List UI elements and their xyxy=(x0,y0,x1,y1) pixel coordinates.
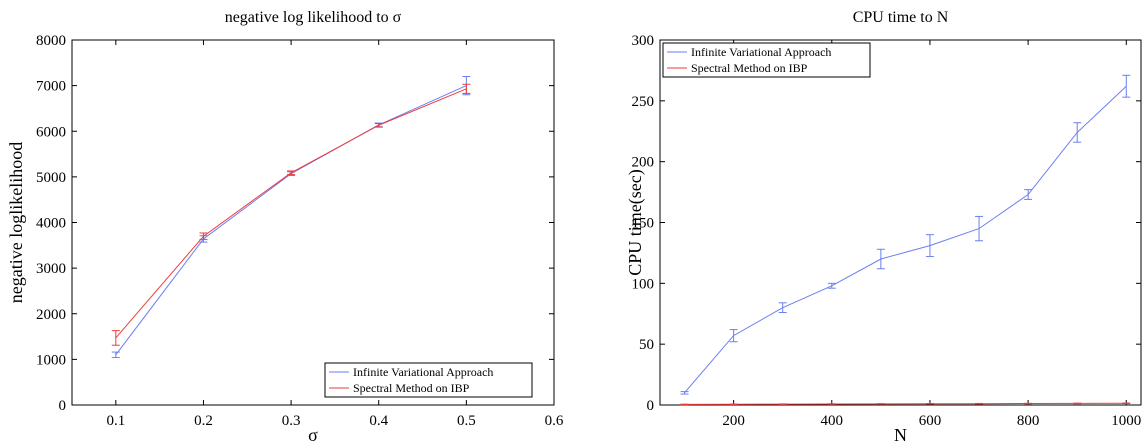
error-bar xyxy=(111,330,120,346)
x-tick-label: 0.6 xyxy=(545,413,564,429)
error-bar xyxy=(1073,122,1082,143)
y-tick-label: 200 xyxy=(632,155,655,171)
error-bar xyxy=(1024,189,1033,200)
error-bar xyxy=(975,215,984,242)
legend-box xyxy=(324,362,533,398)
y-tick-label: 250 xyxy=(632,94,655,110)
y-tick-label: 50 xyxy=(639,337,654,353)
x-tick-label: 0.2 xyxy=(194,413,213,429)
y-tick-label: 100 xyxy=(632,276,655,292)
y-tick-label: 5000 xyxy=(36,170,66,186)
error-bar xyxy=(287,170,296,176)
y-tick-label: 4000 xyxy=(36,216,66,232)
plot-area xyxy=(659,39,1142,406)
x-tick-label: 400 xyxy=(821,413,844,429)
x-tick-label: 0.4 xyxy=(369,413,388,429)
y-tick-label: 8000 xyxy=(36,33,66,49)
x-axis-title: σ xyxy=(308,425,318,444)
axis-ticks: 200 400 600 800 1000 0 50 100 150 200 250 300 xyxy=(632,33,1142,429)
y-tick-label: 2000 xyxy=(36,307,66,323)
y-axis-title: negative loglikelihood xyxy=(6,142,26,303)
y-tick-label: 1000 xyxy=(36,352,66,368)
x-tick-label: 0.3 xyxy=(282,413,301,429)
legend-label: Spectral Method on IBP xyxy=(691,61,808,75)
series-layer xyxy=(680,74,1131,406)
legend-label: Infinite Variational Approach xyxy=(691,45,831,59)
x-axis-title: N xyxy=(894,425,907,444)
likelihood-chart: negative log likelihood to σ σ negative … xyxy=(6,9,564,444)
series-line xyxy=(684,85,1127,394)
plot-area xyxy=(71,39,555,406)
error-bar xyxy=(199,232,208,240)
error-bar xyxy=(876,248,885,270)
y-axis-title: CPU time(sec) xyxy=(625,169,646,275)
legend: Infinite Variational Approach Spectral M… xyxy=(662,42,871,78)
legend-box xyxy=(662,42,871,78)
chart-title: CPU time to N xyxy=(853,9,949,26)
error-bar xyxy=(729,329,738,343)
x-tick-label: 600 xyxy=(919,413,942,429)
y-tick-label: 300 xyxy=(632,33,655,49)
chart-title: negative log likelihood to σ xyxy=(225,9,402,26)
x-tick-label: 0.1 xyxy=(106,413,125,429)
series-line xyxy=(115,85,467,356)
legend-label: Infinite Variational Approach xyxy=(353,365,493,379)
legend: Infinite Variational Approach Spectral M… xyxy=(324,362,533,398)
error-bar xyxy=(111,351,120,359)
error-bar xyxy=(1122,74,1131,98)
x-tick-label: 0.5 xyxy=(457,413,476,429)
error-bar xyxy=(462,83,471,94)
error-bar xyxy=(374,122,383,128)
y-tick-label: 0 xyxy=(59,398,67,414)
y-tick-label: 150 xyxy=(632,216,655,232)
series-layer xyxy=(111,76,471,359)
cpu-time-chart: CPU time to N N CPU time(sec) 200 400 600 8… xyxy=(625,9,1142,444)
y-tick-label: 6000 xyxy=(36,124,66,140)
error-bar xyxy=(680,391,689,395)
series-line xyxy=(684,402,1127,405)
y-tick-label: 7000 xyxy=(36,79,66,95)
axis-ticks: 0.1 0.2 0.3 0.4 0.5 0.6 0 1000 2000 3000 4000 5000 6… xyxy=(36,33,564,429)
error-bar xyxy=(827,282,836,289)
x-tick-label: 800 xyxy=(1017,413,1040,429)
error-bar xyxy=(925,234,934,258)
y-tick-label: 3000 xyxy=(36,261,66,277)
legend-label: Spectral Method on IBP xyxy=(353,381,470,395)
series-line xyxy=(115,88,467,339)
x-tick-label: 1000 xyxy=(1111,413,1141,429)
y-tick-label: 0 xyxy=(647,398,655,414)
x-tick-label: 200 xyxy=(722,413,745,429)
error-bar xyxy=(778,302,787,314)
